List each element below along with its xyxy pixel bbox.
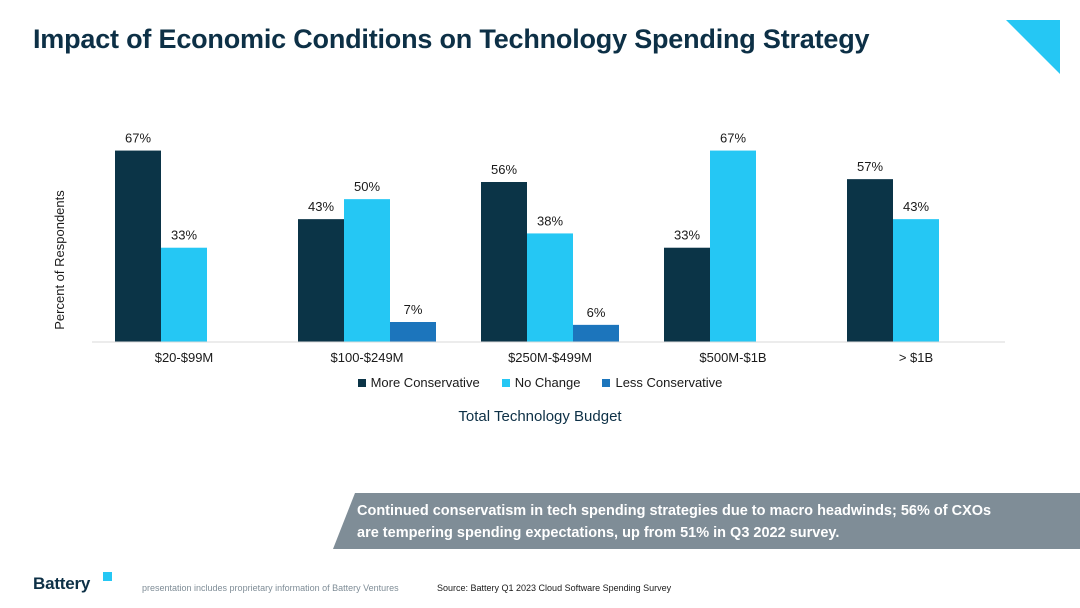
bar-less-conservative (390, 322, 436, 342)
bar-no-change (527, 233, 573, 342)
tick-labels-layer: $20-$99M $100-$249M $250M-$499M $500M-$1B > … (155, 350, 933, 365)
legend-swatch-less-conservative (602, 378, 611, 387)
bar-chart: Percent of Respondents 67% 33% 43% 50% 7% 56%… (52, 131, 1005, 365)
bar-no-change (710, 150, 756, 342)
x-tick-label: $20-$99M (155, 350, 214, 365)
legend-item-no-change: No Change (501, 375, 581, 390)
y-axis-label: Percent of Respondents (52, 190, 67, 330)
battery-logo: Battery (33, 574, 91, 593)
legend-label: No Change (514, 375, 581, 390)
corner-accent-triangle (1006, 20, 1060, 74)
data-label-no-change: 50% (354, 179, 380, 194)
legend-label: Less Conservative (615, 375, 723, 390)
data-label-no-change: 38% (537, 213, 563, 228)
data-label-more-conservative: 43% (308, 199, 334, 214)
data-label-more-conservative: 57% (857, 159, 883, 174)
callout-line-1: Continued conservatism in tech spending … (357, 503, 992, 519)
data-label-more-conservative: 33% (674, 228, 700, 243)
data-label-less-conservative: 6% (587, 305, 606, 320)
legend-item-more-conservative: More Conservative (357, 375, 480, 390)
x-axis-title: Total Technology Budget (458, 408, 622, 425)
accent-triangle-shape (1006, 20, 1060, 74)
bar-no-change (344, 199, 390, 342)
data-label-no-change: 43% (903, 199, 929, 214)
bar-more-conservative (298, 219, 344, 342)
bars-layer: 67% 33% 43% 50% 7% 56% 38% 6% 33% 67% 57% 43% (115, 131, 939, 342)
x-tick-label: $250M-$499M (508, 350, 592, 365)
logo-mark-icon (103, 572, 112, 581)
callout-line-2: are tempering spending expectations, up … (357, 525, 840, 541)
data-label-no-change: 33% (171, 228, 197, 243)
data-label-less-conservative: 7% (404, 302, 423, 317)
data-label-more-conservative: 67% (125, 131, 151, 146)
bar-less-conservative (573, 324, 619, 342)
data-label-more-conservative: 56% (491, 162, 517, 177)
legend-label: More Conservative (370, 375, 480, 390)
data-label-no-change: 67% (720, 131, 746, 146)
bar-more-conservative (481, 182, 527, 342)
x-tick-label: > $1B (899, 350, 933, 365)
bar-no-change (893, 219, 939, 342)
legend-item-less-conservative: Less Conservative (602, 375, 722, 390)
page-title: Impact of Economic Conditions on Technol… (33, 24, 870, 54)
bar-more-conservative (115, 150, 161, 342)
x-tick-label: $100-$249M (331, 350, 404, 365)
legend-swatch-more-conservative (357, 378, 366, 387)
chart-legend: More Conservative No Change Less Conserv… (0, 375, 1080, 390)
footer-disclaimer: presentation includes proprietary inform… (142, 583, 399, 593)
footer-source: Source: Battery Q1 2023 Cloud Software S… (437, 583, 672, 593)
x-tick-label: $500M-$1B (699, 350, 766, 365)
bar-more-conservative (664, 247, 710, 342)
legend-swatch-no-change (501, 378, 510, 387)
bar-no-change (161, 247, 207, 342)
callout-box: Continued conservatism in tech spending … (333, 493, 1080, 549)
bar-more-conservative (847, 179, 893, 342)
